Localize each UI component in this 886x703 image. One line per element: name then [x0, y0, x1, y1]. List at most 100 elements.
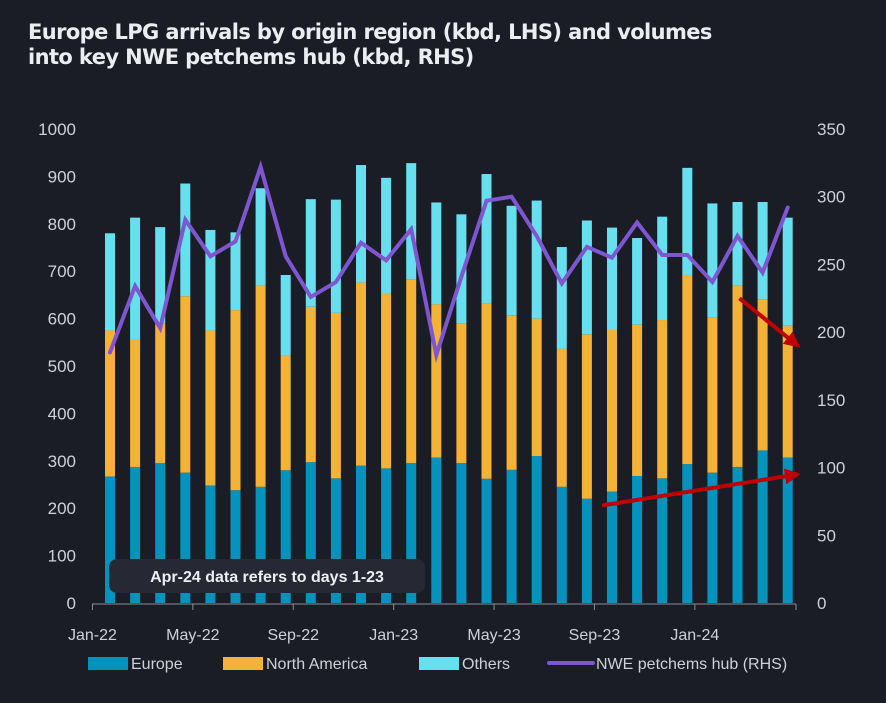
bar-north-america: [506, 315, 517, 470]
y-right-tick-label: 50: [817, 526, 836, 545]
y-left-tick-label: 500: [48, 357, 76, 376]
bar-others: [506, 205, 517, 316]
bar-others: [657, 216, 668, 321]
bar-north-america: [531, 318, 542, 457]
y-right-tick-label: 200: [817, 323, 845, 342]
bar-europe: [280, 470, 291, 603]
y-right-tick-label: 250: [817, 255, 845, 274]
bar-europe: [205, 485, 216, 603]
bar-others: [406, 163, 417, 280]
bar-europe: [757, 450, 768, 603]
bar-europe: [230, 490, 241, 603]
bar-europe: [356, 465, 366, 603]
bar-others: [280, 274, 291, 356]
bar-europe: [431, 457, 442, 603]
bar-north-america: [757, 299, 768, 451]
bar-north-america: [305, 306, 316, 463]
x-tick-label: Jan-22: [68, 627, 117, 644]
bar-europe: [707, 472, 718, 603]
bar-europe: [305, 462, 316, 603]
y-left-tick-label: 100: [48, 547, 76, 566]
bar-others: [607, 227, 617, 330]
y-left-tick-label: 600: [48, 310, 76, 329]
bar-europe: [456, 463, 467, 603]
y-right-tick-label: 100: [817, 459, 845, 478]
bar-others: [230, 232, 241, 311]
y-left-tick-label: 300: [48, 452, 76, 471]
bar-others: [682, 167, 693, 275]
bar-europe: [180, 472, 191, 603]
line-series: [108, 160, 790, 364]
x-tick-label: May-22: [166, 627, 219, 644]
bar-north-america: [607, 329, 617, 492]
bar-north-america: [682, 274, 693, 465]
x-tick-label: Sep-23: [569, 627, 621, 644]
bar-europe: [506, 469, 517, 603]
bar-north-america: [330, 312, 341, 479]
bar-europe: [255, 486, 266, 603]
legend: Europe North America Others NWE petchems hu…: [88, 656, 787, 673]
bar-others: [330, 199, 341, 313]
annotation-note-box: [109, 559, 425, 593]
arrow-europe-rising: [601, 468, 801, 508]
legend-swatch-europe: [88, 657, 128, 670]
bar-others: [255, 188, 266, 286]
bar-north-america: [782, 325, 793, 458]
bar-europe: [682, 464, 693, 603]
legend-swatch-others: [419, 657, 459, 670]
bar-others: [130, 217, 141, 339]
line-nwe-petchems-hub: [108, 160, 790, 364]
bar-europe: [556, 486, 567, 603]
y-right-tick-label: 300: [817, 188, 845, 207]
bar-north-america: [456, 323, 467, 464]
arrow-north-america-falling: [738, 296, 801, 348]
y-left-tick-label: 900: [48, 167, 76, 186]
bar-others: [556, 247, 567, 349]
bar-europe: [130, 466, 141, 603]
bar-north-america: [155, 323, 166, 464]
y-axis-left: 0 100 200 300 400 500 600 700 800 900 1000: [38, 120, 76, 613]
y-left-tick-label: 700: [48, 262, 76, 281]
x-tick-label: Jan-24: [670, 627, 719, 644]
bar-europe: [732, 466, 743, 603]
y-left-tick-label: 400: [48, 404, 76, 423]
bar-europe: [632, 475, 643, 603]
x-tick-label: May-23: [467, 627, 520, 644]
bar-europe: [657, 478, 668, 603]
y-left-tick-label: 1000: [38, 120, 76, 139]
bar-others: [305, 199, 316, 307]
bar-others: [155, 227, 166, 324]
legend-swatch-north-america: [223, 657, 263, 670]
y-left-tick-label: 200: [48, 499, 76, 518]
x-tick-label: Sep-22: [267, 627, 319, 644]
bar-north-america: [581, 334, 592, 499]
bar-europe: [155, 463, 166, 603]
bar-others: [481, 174, 492, 304]
bar-others: [205, 229, 216, 331]
bar-north-america: [280, 355, 291, 471]
legend-label-nwe-petchems-hub-rhs: NWE petchems hub (RHS): [596, 656, 787, 673]
bar-north-america: [406, 279, 417, 464]
legend-label-north-america: North America: [266, 656, 367, 673]
bars: [105, 163, 793, 603]
bar-europe: [782, 457, 793, 603]
bar-europe: [105, 476, 115, 603]
bar-europe: [406, 463, 417, 603]
y-right-tick-label: 0: [817, 594, 826, 613]
bar-others: [356, 165, 366, 283]
bar-others: [581, 220, 592, 335]
bar-north-america: [230, 310, 241, 491]
annotation-note: Apr-24 data refers to days 1-23: [109, 559, 425, 593]
y-left-tick-label: 0: [67, 594, 76, 613]
bar-europe: [481, 478, 492, 603]
chart-title-line-2: into key NWE petchems hub (kbd, RHS): [28, 45, 474, 69]
bar-north-america: [707, 317, 718, 473]
bar-north-america: [130, 338, 141, 467]
bar-north-america: [632, 324, 643, 476]
chart-title: Europe LPG arrivals by origin region (kb…: [28, 20, 868, 70]
bar-north-america: [732, 285, 743, 467]
bar-others: [632, 238, 643, 325]
bar-north-america: [431, 304, 442, 458]
x-tick-label: Jan-23: [369, 627, 418, 644]
